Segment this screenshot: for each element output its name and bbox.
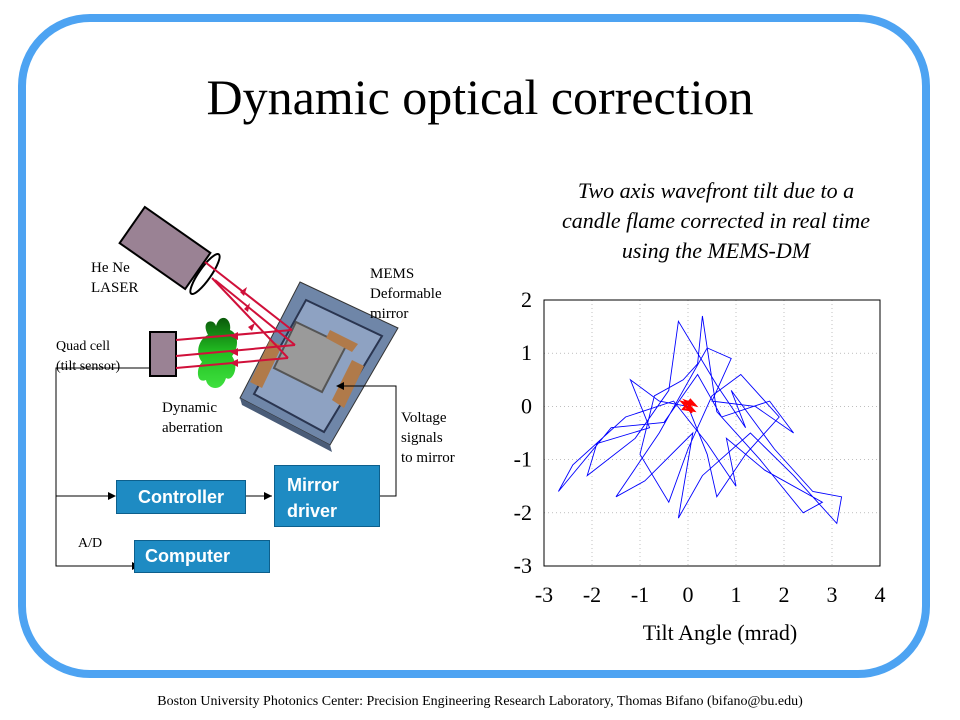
mems-label-line: mirror — [370, 306, 409, 322]
mems-label-line: Deformable — [370, 286, 442, 302]
lens-icon — [189, 253, 221, 295]
series-uncorrected-line — [558, 315, 843, 525]
mirror-driver-label: driver — [287, 501, 338, 521]
x-tick-label: -3 — [535, 582, 553, 607]
ad-label: A/D — [78, 536, 103, 551]
x-tick-label: 3 — [827, 582, 838, 607]
x-axis-title: Tilt Angle (mrad) — [642, 620, 798, 645]
series-corrected-line — [678, 398, 699, 414]
chart-caption: Two axis wavefront tilt due to a candle … — [506, 176, 926, 266]
aberration-label-line: Dynamic — [162, 400, 217, 416]
caption-line: candle flame corrected in real time — [561, 208, 871, 233]
computer-label: Computer — [145, 546, 230, 566]
laser-label-line: LASER — [91, 280, 139, 296]
laser-label: He Ne LASER — [91, 258, 139, 298]
y-tick-label: 0 — [521, 393, 532, 418]
y-tick-label: -3 — [514, 553, 532, 578]
aberration-label: Dynamic aberration — [162, 398, 223, 438]
plot-border — [543, 299, 881, 567]
laser-icon — [118, 205, 212, 291]
mems-mirror-icon — [239, 281, 399, 452]
computer-box: Computer — [134, 540, 270, 573]
mirror-driver-box: Mirror driver — [274, 465, 380, 527]
quad-cell-label-line: Quad cell — [56, 339, 111, 354]
mirror-driver-label: Mirror — [287, 475, 340, 495]
quad-cell-icon — [149, 331, 177, 377]
y-tick-label: -2 — [514, 500, 532, 525]
x-tick-label: -1 — [631, 582, 649, 607]
controller-box: Controller — [116, 480, 246, 514]
x-tick-label: -2 — [583, 582, 601, 607]
voltage-label-line: to mirror — [401, 450, 455, 466]
plot-area — [543, 299, 881, 567]
slide-title: Dynamic optical correction — [206, 69, 754, 125]
mems-label: MEMS Deformable mirror — [370, 264, 442, 324]
quad-cell-label: Quad cell (tilt sensor) — [56, 337, 120, 377]
voltage-label-line: Voltage — [401, 410, 447, 426]
caption-line: Two axis wavefront tilt due to a — [577, 178, 855, 203]
beam-arrowheads — [230, 287, 255, 367]
slide-frame — [18, 14, 930, 678]
voltage-label: Voltage signals to mirror — [401, 408, 455, 468]
controller-label: Controller — [137, 487, 224, 507]
x-tick-label: 4 — [875, 582, 886, 607]
footer: Boston University Photonics Center: Prec… — [157, 694, 803, 709]
voltage-label-line: signals — [401, 430, 443, 446]
x-tick-label: 1 — [731, 582, 742, 607]
quad-cell-label-line: (tilt sensor) — [56, 359, 121, 374]
y-tick-label: 1 — [521, 340, 532, 365]
laser-label-line: He Ne — [91, 260, 130, 276]
mems-label-line: MEMS — [370, 266, 415, 282]
tilt-chart: -3 -2 -1 0 1 2 3 4 2 1 0 -1 -2 -3 — [514, 287, 886, 607]
y-tick-label: -1 — [514, 447, 532, 472]
x-tick-label: 2 — [779, 582, 790, 607]
y-tick-label: 2 — [521, 287, 532, 312]
caption-line: using the MEMS-DM — [621, 238, 811, 263]
x-tick-label: 0 — [683, 582, 694, 607]
aberration-label-line: aberration — [162, 420, 223, 436]
optical-diagram — [55, 205, 399, 570]
